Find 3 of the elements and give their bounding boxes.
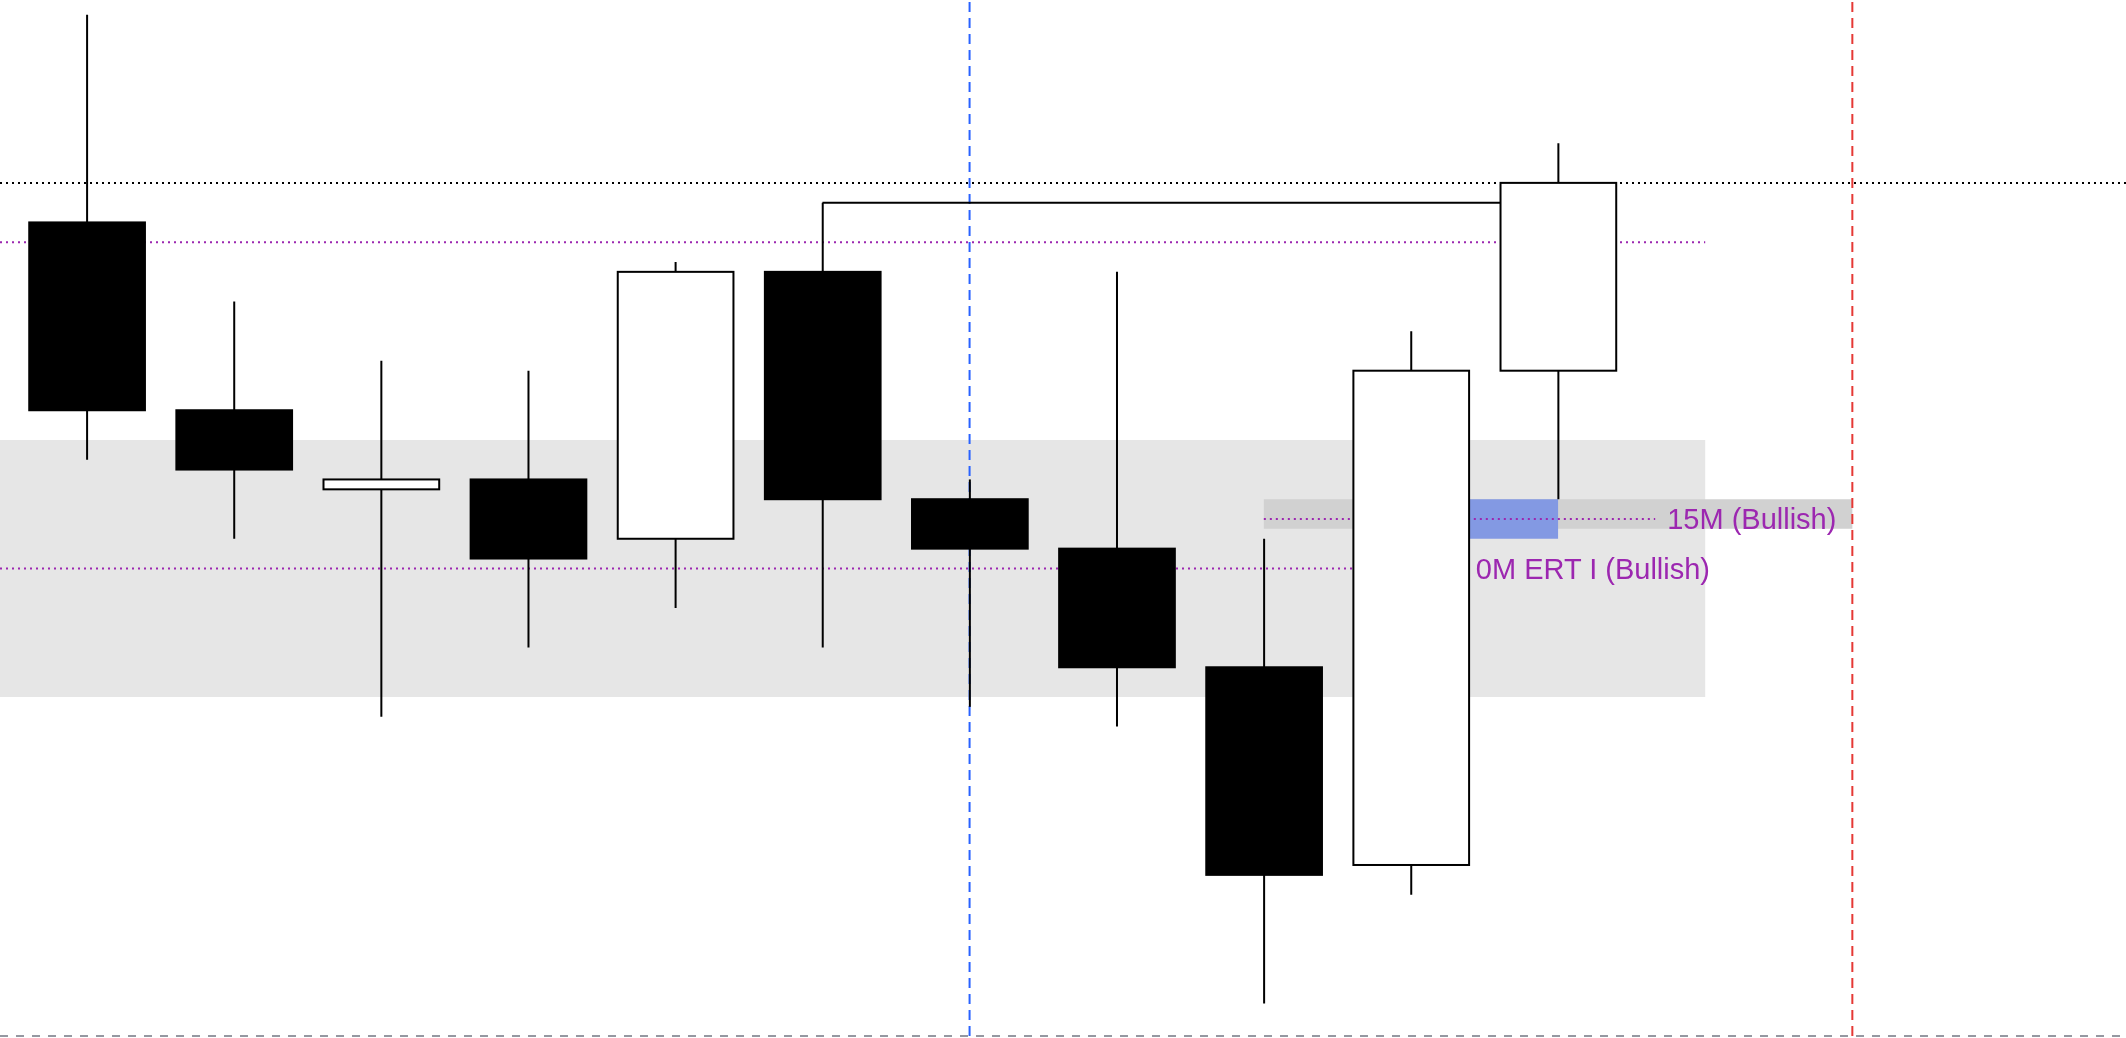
ref-line-label: 15M (Bullish) — [1667, 503, 1837, 536]
ref-line-label: 0M ERT I (Bullish) — [1475, 552, 1711, 585]
candlestick — [322, 359, 441, 718]
